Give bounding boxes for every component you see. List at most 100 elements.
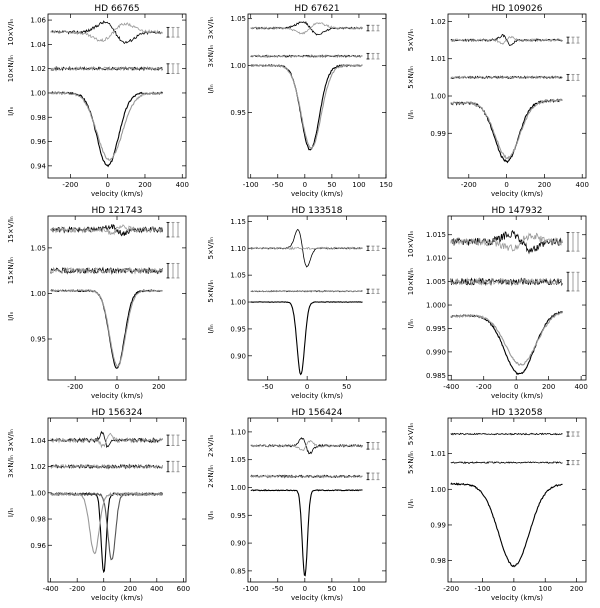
profile-line xyxy=(450,310,563,376)
chart-title: HD 147932 xyxy=(492,206,543,216)
x-tick-label: -50 xyxy=(272,181,283,189)
y-axis-label: 15×V/Iₙ xyxy=(7,216,15,243)
chart-title: HD 66765 xyxy=(94,4,139,14)
x-axis-label: velocity (km/s) xyxy=(91,190,143,198)
x-tick-label: 100 xyxy=(539,585,552,593)
x-tick-label: 50 xyxy=(327,181,336,189)
y-axis-label: 3×N/Iₙ xyxy=(207,45,215,68)
x-tick-label: 50 xyxy=(327,585,336,593)
y-axis-label: 3×V/Iₙ xyxy=(207,17,215,40)
y-tick-label: 0.995 xyxy=(426,325,446,333)
plot-frame xyxy=(247,417,387,583)
x-tick-label: 50 xyxy=(342,383,351,391)
y-tick-label: 1.00 xyxy=(30,89,46,97)
y-tick-label: 1.01 xyxy=(430,450,446,458)
y-axis-label: I/Iₙ xyxy=(407,319,415,328)
chart-title: HD 156324 xyxy=(92,408,143,418)
chart-title: HD 132058 xyxy=(492,408,543,418)
profile-line xyxy=(50,289,163,369)
profile-line xyxy=(450,461,563,465)
x-tick-label: 200 xyxy=(542,383,555,391)
y-tick-label: 1.05 xyxy=(230,15,246,23)
x-tick-label: -100 xyxy=(243,585,259,593)
chart-panel: HD 67621 -100 -50 0 50 100 150 0.95 1.00 1.05 velo… xyxy=(207,4,393,198)
x-tick-label: 0 xyxy=(303,181,307,189)
chart-panel: HD 66765 -200 0 200 400 0.94 0.96 0.98 1.00 1.02 1… xyxy=(7,4,189,198)
profile-line xyxy=(50,432,163,449)
y-tick-label: 0.99 xyxy=(430,130,446,138)
x-tick-label: 400 xyxy=(150,585,163,593)
plot-frame xyxy=(247,215,387,381)
y-tick-label: 0.96 xyxy=(30,138,46,146)
y-axis-label: I/Iₙ xyxy=(207,510,215,519)
plot-frame xyxy=(47,417,187,583)
y-axis-label: 10×N/Iₙ xyxy=(407,268,415,295)
y-axis-label: 5×V/Iₙ xyxy=(407,423,415,446)
x-tick-label: 200 xyxy=(570,585,583,593)
y-axis-label: I/Iₙ xyxy=(7,106,15,115)
x-tick-label: 0 xyxy=(115,383,119,391)
y-tick-label: 1.05 xyxy=(230,272,246,280)
y-axis-label: 3×V/Iₙ xyxy=(7,429,15,452)
x-tick-label: 200 xyxy=(124,585,137,593)
chart-panel: HD 156424 -100 -50 0 50 100 0.85 0.90 0.95 1.00 1.… xyxy=(207,408,387,602)
profile-line xyxy=(50,266,163,275)
x-tick-label: -100 xyxy=(243,181,259,189)
plot-frame xyxy=(447,417,587,583)
x-axis-label: velocity (km/s) xyxy=(91,594,143,602)
y-axis-label: I/Iₙ xyxy=(207,324,215,333)
profile-line xyxy=(450,277,563,286)
x-tick-label: -200 xyxy=(62,181,78,189)
profile-line xyxy=(50,491,164,574)
y-axis-label: 10×N/Iₙ xyxy=(7,55,15,82)
x-tick-label: 200 xyxy=(152,383,165,391)
profile-line xyxy=(450,432,563,436)
y-axis-label: 5×N/Iₙ xyxy=(407,66,415,89)
y-tick-label: 1.00 xyxy=(430,93,446,101)
y-axis-label: I/Iₙ xyxy=(207,84,215,93)
profile-line xyxy=(250,437,363,455)
profile-line xyxy=(50,224,163,236)
chart-panel: HD 132058 -200 -100 0 100 200 0.98 0.99 1.00 1.01… xyxy=(407,408,587,602)
profile-line xyxy=(250,290,363,293)
y-tick-label: 1.015 xyxy=(426,231,446,239)
x-tick-label: -50 xyxy=(272,585,283,593)
x-tick-label: 600 xyxy=(177,585,190,593)
x-tick-label: -50 xyxy=(262,383,273,391)
x-axis-label: velocity (km/s) xyxy=(291,190,343,198)
y-tick-label: 1.005 xyxy=(426,278,446,286)
chart-panel: HD 121743 -200 0 200 0.95 1.00 1.05 velocity (k… xyxy=(7,206,187,400)
y-tick-label: 0.990 xyxy=(426,348,446,356)
x-axis-label: velocity (km/s) xyxy=(491,190,543,198)
x-tick-label: 150 xyxy=(379,181,392,189)
y-axis-label: 2×N/Iₙ xyxy=(207,465,215,488)
profile-line xyxy=(250,488,363,577)
chart-panel: HD 147932 -400 -200 0 200 400 0.985 0.990 0.995 1… xyxy=(407,206,588,400)
y-axis-label: 5×N/Iₙ xyxy=(207,280,215,303)
y-tick-label: 0.98 xyxy=(30,114,46,122)
y-tick-label: 1.00 xyxy=(430,486,446,494)
y-tick-label: 0.95 xyxy=(30,336,46,344)
profile-line xyxy=(50,289,163,368)
y-tick-label: 0.95 xyxy=(230,512,246,520)
y-tick-label: 1.01 xyxy=(430,55,446,63)
x-tick-label: 400 xyxy=(176,181,189,189)
x-axis-label: velocity (km/s) xyxy=(91,392,143,400)
y-axis-label: 10×V/Iₙ xyxy=(7,19,15,46)
y-tick-label: 1.02 xyxy=(430,18,446,26)
x-tick-label: -400 xyxy=(443,383,459,391)
chart-panel: HD 109026 -200 0 200 400 0.99 1.00 1.01 1.02 velo… xyxy=(407,4,589,198)
chart-title: HD 133518 xyxy=(292,206,343,216)
x-axis-label: velocity (km/s) xyxy=(491,392,543,400)
y-tick-label: 1.06 xyxy=(30,17,46,25)
y-tick-label: 1.05 xyxy=(30,244,46,252)
y-axis-label: 5×N/Iₙ xyxy=(407,451,415,474)
y-tick-label: 0.90 xyxy=(230,352,246,360)
plot-frame xyxy=(447,13,587,179)
y-tick-label: 1.00 xyxy=(230,299,246,307)
y-tick-label: 0.95 xyxy=(230,325,246,333)
profile-line xyxy=(250,22,363,35)
x-tick-label: -100 xyxy=(475,585,491,593)
y-axis-label: I/Iₙ xyxy=(7,311,15,320)
y-tick-label: 0.985 xyxy=(426,372,446,380)
